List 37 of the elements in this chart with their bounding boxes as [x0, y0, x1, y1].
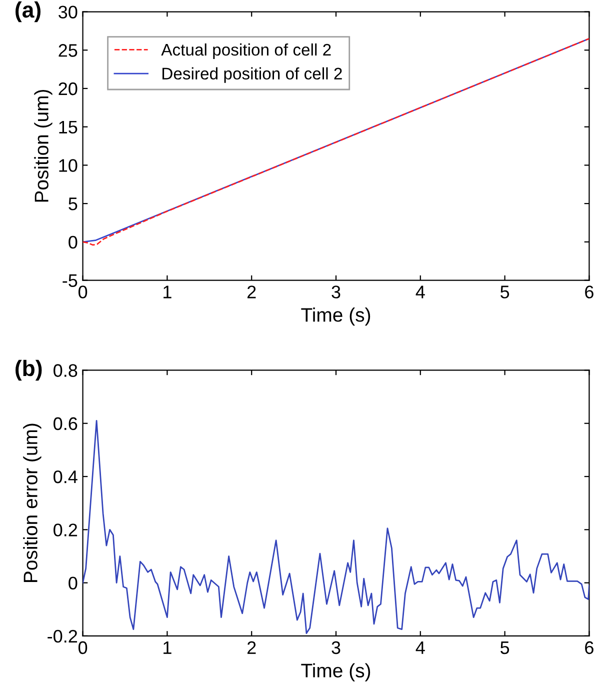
y-tick-label: 5 [68, 198, 78, 210]
x-tick-label: 1 [164, 641, 172, 654]
y-tick-label: 15 [59, 120, 78, 134]
x-tick-label: 3 [332, 286, 340, 298]
x-tick-label: 5 [500, 641, 510, 654]
y-tick-label: 30 [58, 6, 78, 18]
y-tick-label: -5 [62, 274, 78, 287]
y-tick-label: 0.6 [54, 417, 78, 430]
line-series [82, 420, 590, 634]
y-axis-title: Position (um) [34, 90, 52, 202]
text: (b) [16, 360, 42, 381]
x-tick-label: 6 [585, 641, 594, 654]
y-tick-label: -0.2 [48, 630, 78, 643]
x-tick-label: 4 [416, 286, 425, 298]
legend-label: Actual position of cell 2 [161, 43, 331, 59]
y-tick-label: 10 [59, 159, 78, 172]
y-tick-label: 0 [68, 576, 78, 590]
y-tick-label: 0.4 [54, 470, 78, 484]
text: (a) [16, 1, 40, 22]
x-tick-label: 0 [78, 641, 88, 654]
x-tick-label: 6 [585, 286, 594, 298]
x-tick-label: 4 [416, 641, 425, 654]
x-axis-title: Time (s) [301, 308, 370, 326]
x-axis-title: Time (s) [301, 663, 370, 682]
y-tick-label: 0.2 [54, 524, 78, 536]
y-tick-label: 20 [58, 82, 78, 96]
y-axis-title: Position error (um) [23, 424, 42, 582]
x-tick-label: 5 [500, 286, 510, 298]
x-tick-label: 1 [164, 286, 172, 298]
legend-label: Desired position of cell 2 [162, 67, 342, 83]
x-tick-label: 3 [332, 641, 340, 654]
x-tick-label: 2 [247, 641, 256, 654]
y-tick-label: 0.8 [54, 364, 78, 377]
x-tick-label: 2 [247, 286, 256, 298]
y-tick-label: 25 [58, 44, 78, 57]
x-tick-label: 0 [78, 286, 88, 298]
y-tick-label: 0 [68, 236, 78, 249]
